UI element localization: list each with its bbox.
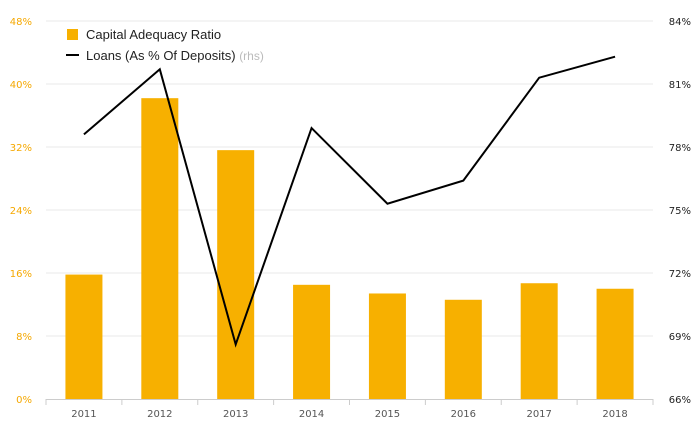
- x-axis-tick-label: 2011: [71, 409, 96, 420]
- left-axis-tick-label: 48%: [10, 17, 32, 28]
- x-axis-tick-label: 2014: [299, 409, 324, 420]
- right-axis-tick-label: 84%: [669, 17, 691, 28]
- right-axis-tick-label: 72%: [669, 269, 691, 280]
- bar-2018: [596, 288, 634, 399]
- legend-label-line-name: Loans (As % Of Deposits): [86, 48, 236, 63]
- bar-2015: [368, 293, 406, 399]
- axes: 0% 8% 16% 24% 32% 40% 48% 66% 69% 72% 75% 78% 81% 84%…: [10, 17, 691, 420]
- left-axis-tick-label: 0%: [16, 395, 32, 406]
- left-axis-tick-label: 32%: [10, 143, 32, 154]
- right-axis-tick-label: 75%: [669, 206, 691, 217]
- bar-2016: [444, 299, 482, 399]
- left-axis-tick-label: 24%: [10, 206, 32, 217]
- x-axis-tick-label: 2015: [375, 409, 400, 420]
- bar-series-capital-adequacy: [65, 98, 634, 400]
- bar-2014: [293, 284, 331, 399]
- bar-2012: [141, 98, 179, 400]
- bar-2011: [65, 274, 103, 399]
- right-axis-tick-label: 69%: [669, 332, 691, 343]
- bar-2013: [217, 150, 255, 399]
- x-axis-tick-label: 2018: [602, 409, 627, 420]
- legend-label-bar: Capital Adequacy Ratio: [86, 27, 221, 42]
- x-axis-tick-label: 2012: [147, 409, 172, 420]
- x-axis-tick-label: 2017: [526, 409, 551, 420]
- x-axis-tick-label: 2013: [223, 409, 248, 420]
- left-axis-tick-label: 8%: [16, 332, 32, 343]
- legend-swatch-bar: [67, 29, 78, 40]
- left-axis-tick-label: 16%: [10, 269, 32, 280]
- legend: Capital Adequacy Ratio Loans (As % Of De…: [66, 27, 264, 63]
- legend-label-line: Loans (As % Of Deposits) (rhs): [86, 48, 264, 63]
- gridlines: [46, 20, 653, 337]
- legend-label-line-note: (rhs): [239, 49, 264, 63]
- x-axis-tick-label: 2016: [451, 409, 476, 420]
- bar-2017: [520, 283, 558, 399]
- right-axis-tick-label: 78%: [669, 143, 691, 154]
- right-axis-tick-label: 66%: [669, 395, 691, 406]
- line-series-loans-to-deposits: [83, 55, 616, 348]
- right-axis-tick-label: 81%: [669, 80, 691, 91]
- loans-line: [83, 55, 616, 348]
- left-axis-tick-label: 40%: [10, 80, 32, 91]
